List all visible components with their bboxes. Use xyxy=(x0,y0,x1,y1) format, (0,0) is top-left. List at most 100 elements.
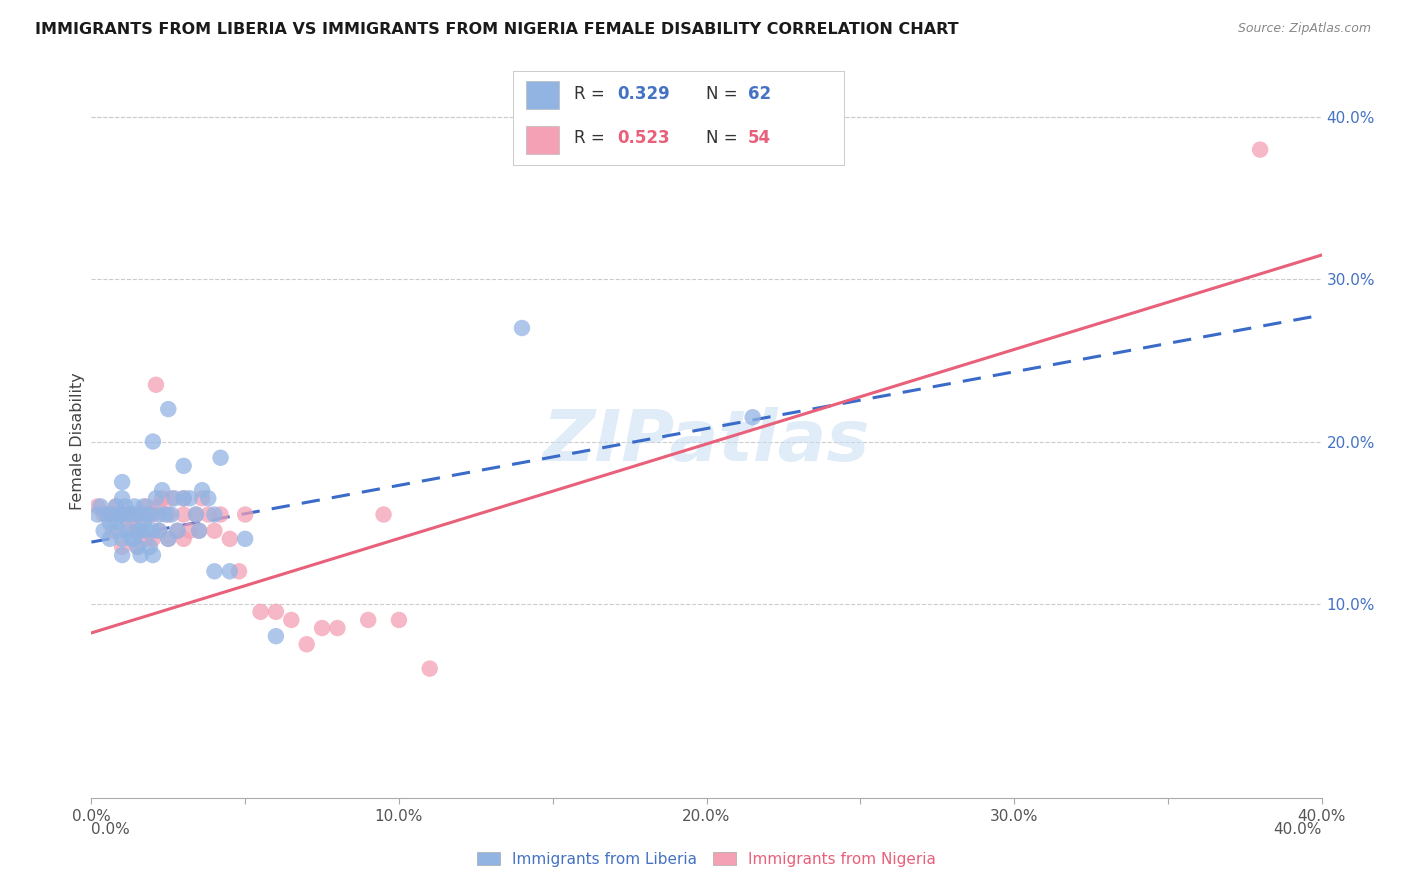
Text: N =: N = xyxy=(706,129,744,147)
Point xyxy=(120,508,142,522)
Point xyxy=(228,564,250,578)
Point xyxy=(111,548,134,562)
Point xyxy=(184,508,207,522)
Point xyxy=(280,613,302,627)
Point xyxy=(117,524,139,538)
Point xyxy=(101,524,124,538)
Point xyxy=(184,508,207,522)
Point xyxy=(124,524,146,538)
Point xyxy=(98,516,121,530)
Point xyxy=(127,540,149,554)
Point xyxy=(93,524,115,538)
Point xyxy=(86,500,108,514)
Point xyxy=(127,508,149,522)
Point xyxy=(191,491,214,506)
Point xyxy=(98,532,121,546)
Point xyxy=(157,532,180,546)
Point xyxy=(108,508,131,522)
Point xyxy=(117,508,139,522)
Text: ZIPatlas: ZIPatlas xyxy=(543,407,870,476)
Point xyxy=(173,508,195,522)
Text: R =: R = xyxy=(574,86,610,103)
Point xyxy=(197,491,219,506)
Point xyxy=(179,524,201,538)
Point xyxy=(111,508,134,522)
FancyBboxPatch shape xyxy=(526,81,560,109)
Point xyxy=(510,321,533,335)
Point xyxy=(135,532,157,546)
Point xyxy=(132,508,155,522)
Point xyxy=(295,637,318,651)
Point xyxy=(111,532,134,546)
Text: 40.0%: 40.0% xyxy=(1274,822,1322,837)
Point xyxy=(120,508,142,522)
Point xyxy=(188,524,211,538)
Point xyxy=(135,524,157,538)
Point xyxy=(388,613,411,627)
Point xyxy=(105,516,127,530)
Point xyxy=(108,524,131,538)
Point xyxy=(101,508,124,522)
Point xyxy=(218,564,240,578)
Point xyxy=(132,500,155,514)
Point xyxy=(157,532,180,546)
Point xyxy=(148,508,170,522)
Legend: Immigrants from Liberia, Immigrants from Nigeria: Immigrants from Liberia, Immigrants from… xyxy=(471,846,942,872)
Point xyxy=(124,508,146,522)
Point xyxy=(419,662,441,676)
Point xyxy=(218,532,240,546)
Point xyxy=(111,540,134,554)
Point xyxy=(139,508,162,522)
Point xyxy=(142,548,165,562)
Point xyxy=(150,491,173,506)
Text: IMMIGRANTS FROM LIBERIA VS IMMIGRANTS FROM NIGERIA FEMALE DISABILITY CORRELATION: IMMIGRANTS FROM LIBERIA VS IMMIGRANTS FR… xyxy=(35,22,959,37)
Point xyxy=(173,491,195,506)
Point xyxy=(311,621,333,635)
FancyBboxPatch shape xyxy=(526,126,560,153)
Point xyxy=(233,532,256,546)
Y-axis label: Female Disability: Female Disability xyxy=(70,373,84,510)
Point xyxy=(90,500,112,514)
Point xyxy=(264,605,287,619)
Point xyxy=(148,524,170,538)
Text: R =: R = xyxy=(574,129,610,147)
Point xyxy=(202,524,225,538)
Text: 0.523: 0.523 xyxy=(617,129,669,147)
Point xyxy=(105,500,127,514)
Point xyxy=(96,508,118,522)
Text: 0.329: 0.329 xyxy=(617,86,671,103)
Point xyxy=(132,516,155,530)
Point xyxy=(145,377,167,392)
Point xyxy=(148,524,170,538)
Point xyxy=(139,508,162,522)
Point xyxy=(173,458,195,473)
Point xyxy=(142,508,165,522)
Point xyxy=(1249,143,1271,157)
Text: 54: 54 xyxy=(748,129,770,147)
Point xyxy=(209,450,232,465)
Point xyxy=(148,500,170,514)
Point xyxy=(157,508,180,522)
Text: Source: ZipAtlas.com: Source: ZipAtlas.com xyxy=(1237,22,1371,36)
Point xyxy=(157,402,180,417)
Point xyxy=(124,532,146,546)
Text: N =: N = xyxy=(706,86,744,103)
Point xyxy=(191,483,214,498)
Point xyxy=(741,410,763,425)
Point xyxy=(326,621,349,635)
Point xyxy=(202,508,225,522)
Point xyxy=(142,434,165,449)
Point xyxy=(139,540,162,554)
Point xyxy=(209,508,232,522)
Point xyxy=(114,500,136,514)
Point xyxy=(127,524,149,538)
Point xyxy=(249,605,271,619)
Point xyxy=(127,540,149,554)
Point xyxy=(120,532,142,546)
Point xyxy=(179,491,201,506)
Point xyxy=(111,508,134,522)
Text: 62: 62 xyxy=(748,86,770,103)
Point xyxy=(142,532,165,546)
Point xyxy=(188,524,211,538)
Point xyxy=(150,483,173,498)
